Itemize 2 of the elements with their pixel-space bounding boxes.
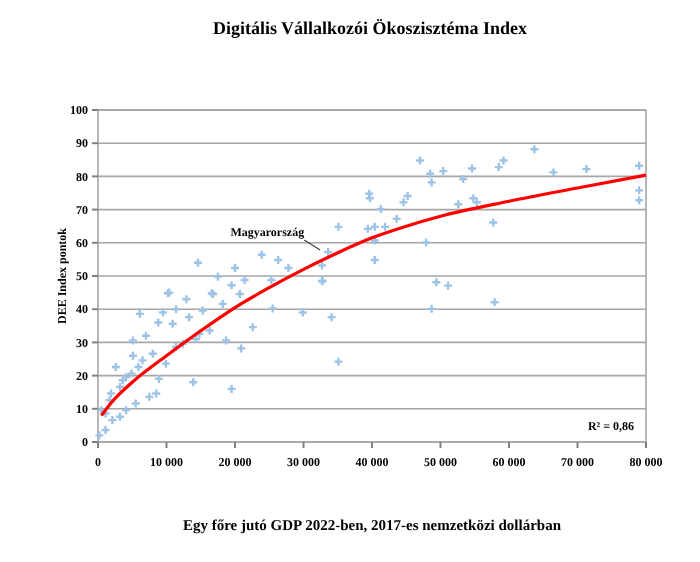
line-series [99,173,648,418]
chart-title: Digitális Vállalkozói Ökoszisztéma Index [212,18,529,38]
